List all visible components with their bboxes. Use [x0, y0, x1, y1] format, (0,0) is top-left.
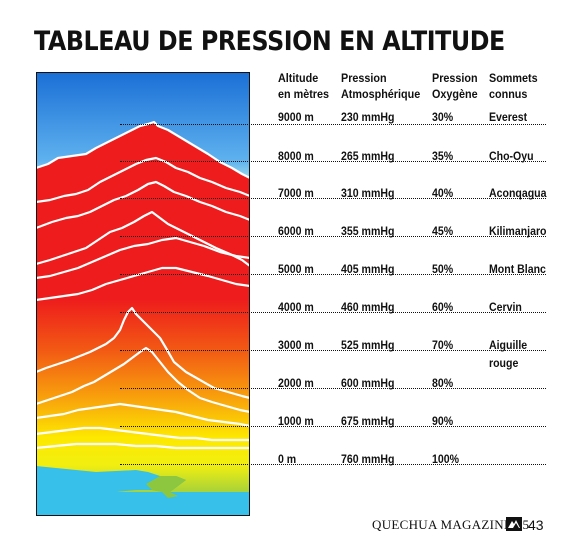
- pression-cell: 525 mmHg: [341, 338, 395, 352]
- dotted-leader: [120, 388, 546, 389]
- header-pression: Pression Atmosphérique: [341, 70, 420, 102]
- altitude-cell: 5000 m: [278, 262, 314, 276]
- dotted-leader: [120, 124, 546, 125]
- page-number: 43: [528, 517, 544, 533]
- pression-cell: 230 mmHg: [341, 110, 395, 124]
- pression-cell: 405 mmHg: [341, 262, 395, 276]
- header-sommets-line2: connus: [489, 87, 528, 101]
- header-oxygene-line2: Oxygène: [432, 87, 478, 101]
- altitude-cell: 1000 m: [278, 414, 314, 428]
- sommet-cell: Cho-Oyu: [489, 149, 534, 163]
- header-altitude-line1: Altitude: [278, 71, 319, 85]
- pression-cell: 675 mmHg: [341, 414, 395, 428]
- oxygene-cell: 90%: [432, 414, 454, 428]
- oxygene-cell: 40%: [432, 186, 454, 200]
- sommet-cell: Aiguille: [489, 338, 528, 352]
- sommet-cell: Mont Blanc: [489, 262, 546, 276]
- table-row: 3000 m 525 mmHg 70% Aiguille rouge: [0, 338, 568, 370]
- header-altitude-line2: en mètres: [278, 87, 330, 101]
- table-row: 1000 m 675 mmHg 90%: [0, 414, 568, 430]
- altitude-cell: 3000 m: [278, 338, 314, 352]
- sommet-cell: Kilimanjaro: [489, 224, 547, 238]
- table-row: 0 m 760 mmHg 100%: [0, 452, 568, 468]
- footer-magazine: QUECHUA MAGAZINE 15: [372, 517, 530, 532]
- table-row: 6000 m 355 mmHg 45% Kilimanjaro: [0, 224, 568, 240]
- altitude-illustration: [36, 72, 250, 516]
- dotted-leader: [120, 236, 546, 237]
- header-pression-line1: Pression: [341, 71, 387, 85]
- dotted-leader: [120, 426, 546, 427]
- oxygene-cell: 30%: [432, 110, 454, 124]
- header-sommets-line1: Sommets: [489, 71, 538, 85]
- altitude-cell: 8000 m: [278, 149, 314, 163]
- table-row: 9000 m 230 mmHg 30% Everest: [0, 110, 568, 126]
- altitude-cell: 4000 m: [278, 300, 314, 314]
- oxygene-cell: 100%: [432, 452, 460, 466]
- oxygene-cell: 80%: [432, 376, 454, 390]
- pression-cell: 600 mmHg: [341, 376, 395, 390]
- header-pression-line2: Atmosphérique: [341, 87, 421, 101]
- oxygene-cell: 70%: [432, 338, 454, 352]
- pression-cell: 310 mmHg: [341, 186, 395, 200]
- page-title: TABLEAU DE PRESSION EN ALTITUDE: [34, 26, 505, 57]
- header-altitude: Altitude en mètres: [278, 70, 329, 102]
- sommet-cell: Cervin: [489, 300, 522, 314]
- quechua-logo-icon: [506, 517, 522, 531]
- pression-cell: 355 mmHg: [341, 224, 395, 238]
- pression-cell: 460 mmHg: [341, 300, 395, 314]
- header-oxygene-line1: Pression: [432, 71, 478, 85]
- dotted-leader: [120, 161, 546, 162]
- altitude-cell: 2000 m: [278, 376, 314, 390]
- dotted-leader: [120, 350, 546, 351]
- header-oxygene: Pression Oxygène: [432, 70, 478, 102]
- altitude-cell: 7000 m: [278, 186, 314, 200]
- dotted-leader: [120, 198, 546, 199]
- sommet-cell: Everest: [489, 110, 528, 124]
- sommet-cell: Aconqagua: [489, 186, 547, 200]
- pression-cell: 265 mmHg: [341, 149, 395, 163]
- table-row: 7000 m 310 mmHg 40% Aconqagua: [0, 186, 568, 202]
- oxygene-cell: 35%: [432, 149, 454, 163]
- header-sommets: Sommets connus: [489, 70, 538, 102]
- oxygene-cell: 45%: [432, 224, 454, 238]
- oxygene-cell: 60%: [432, 300, 454, 314]
- altitude-cell: 6000 m: [278, 224, 314, 238]
- table-row: 4000 m 460 mmHg 60% Cervin: [0, 300, 568, 316]
- sommet-cell-line2: rouge: [489, 356, 519, 370]
- table-row: 8000 m 265 mmHg 35% Cho-Oyu: [0, 149, 568, 165]
- table-row: 5000 m 405 mmHg 50% Mont Blanc: [0, 262, 568, 278]
- altitude-cell: 0 m: [278, 452, 297, 466]
- oxygene-cell: 50%: [432, 262, 454, 276]
- dotted-leader: [120, 312, 546, 313]
- dotted-leader: [120, 464, 546, 465]
- altitude-cell: 9000 m: [278, 110, 314, 124]
- pression-cell: 760 mmHg: [341, 452, 395, 466]
- dotted-leader: [120, 274, 546, 275]
- table-row: 2000 m 600 mmHg 80%: [0, 376, 568, 392]
